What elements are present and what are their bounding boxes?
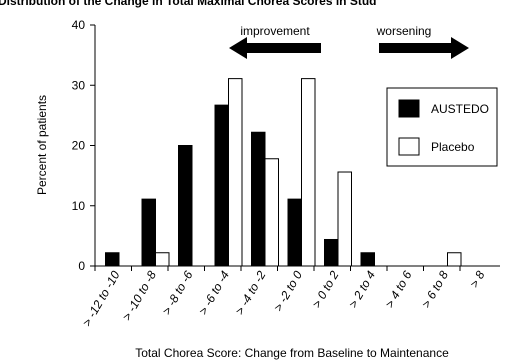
legend-swatch-placebo xyxy=(398,137,420,156)
bar-austedo-5 xyxy=(287,198,302,267)
x-tick-label: > 0 to 2 xyxy=(309,268,341,310)
x-tick-label: > -8 to -6 xyxy=(159,268,195,317)
x-tick-label: > -2 to 0 xyxy=(271,268,305,314)
y-tick-label: 20 xyxy=(72,139,86,153)
bar-placebo-4 xyxy=(264,158,279,267)
x-tick-label: > -4 to -2 xyxy=(232,268,268,317)
x-tick-label: > 2 to 4 xyxy=(346,268,378,310)
y-axis-label: Percent of patients xyxy=(35,95,49,195)
x-tick-label: > 8 xyxy=(467,268,488,290)
y-tick-label: 40 xyxy=(72,18,86,32)
bar-placebo-6 xyxy=(337,171,352,267)
x-tick-label: > -10 to -8 xyxy=(119,268,159,323)
x-tick-label: > 4 to 6 xyxy=(382,268,414,310)
legend-label-austedo: AUSTEDO xyxy=(431,102,489,116)
improvement-arrow-icon xyxy=(229,37,321,59)
bar-austedo-0 xyxy=(105,252,120,267)
chart-title: Distribution of the Change in Total Maxi… xyxy=(0,0,376,8)
y-tick-label: 10 xyxy=(72,199,86,213)
legend-swatch-austedo xyxy=(398,99,420,118)
bar-austedo-2 xyxy=(178,145,193,267)
improvement-label: improvement xyxy=(240,24,310,38)
bar-placebo-1 xyxy=(155,252,170,267)
bar-austedo-4 xyxy=(251,131,266,267)
legend: AUSTEDO Placebo xyxy=(386,87,498,167)
x-tick-label: > -12 to -10 xyxy=(80,268,123,329)
bar-placebo-9 xyxy=(447,252,462,267)
direction-annotations: improvement worsening xyxy=(229,24,469,59)
x-axis-label: Total Chorea Score: Change from Baseline… xyxy=(135,346,449,360)
bars xyxy=(105,78,462,267)
y-ticks: 0 10 20 30 40 xyxy=(72,18,95,273)
bar-austedo-1 xyxy=(141,198,156,267)
worsening-label: worsening xyxy=(376,24,432,38)
x-tick-label: > -6 to -4 xyxy=(196,268,232,317)
x-ticks: > -12 to -10> -10 to -8 > -8 to -6 > -6 to… xyxy=(80,266,488,329)
legend-label-placebo: Placebo xyxy=(431,140,475,154)
bar-austedo-3 xyxy=(214,104,229,267)
worsening-arrow-icon xyxy=(379,37,469,59)
bar-austedo-7 xyxy=(360,252,375,267)
y-tick-label: 0 xyxy=(78,259,85,273)
bar-placebo-3 xyxy=(228,78,243,267)
y-tick-label: 30 xyxy=(72,78,86,92)
bar-austedo-6 xyxy=(324,238,339,267)
x-tick-label: > 6 to 8 xyxy=(419,268,451,310)
bar-placebo-5 xyxy=(301,78,316,267)
